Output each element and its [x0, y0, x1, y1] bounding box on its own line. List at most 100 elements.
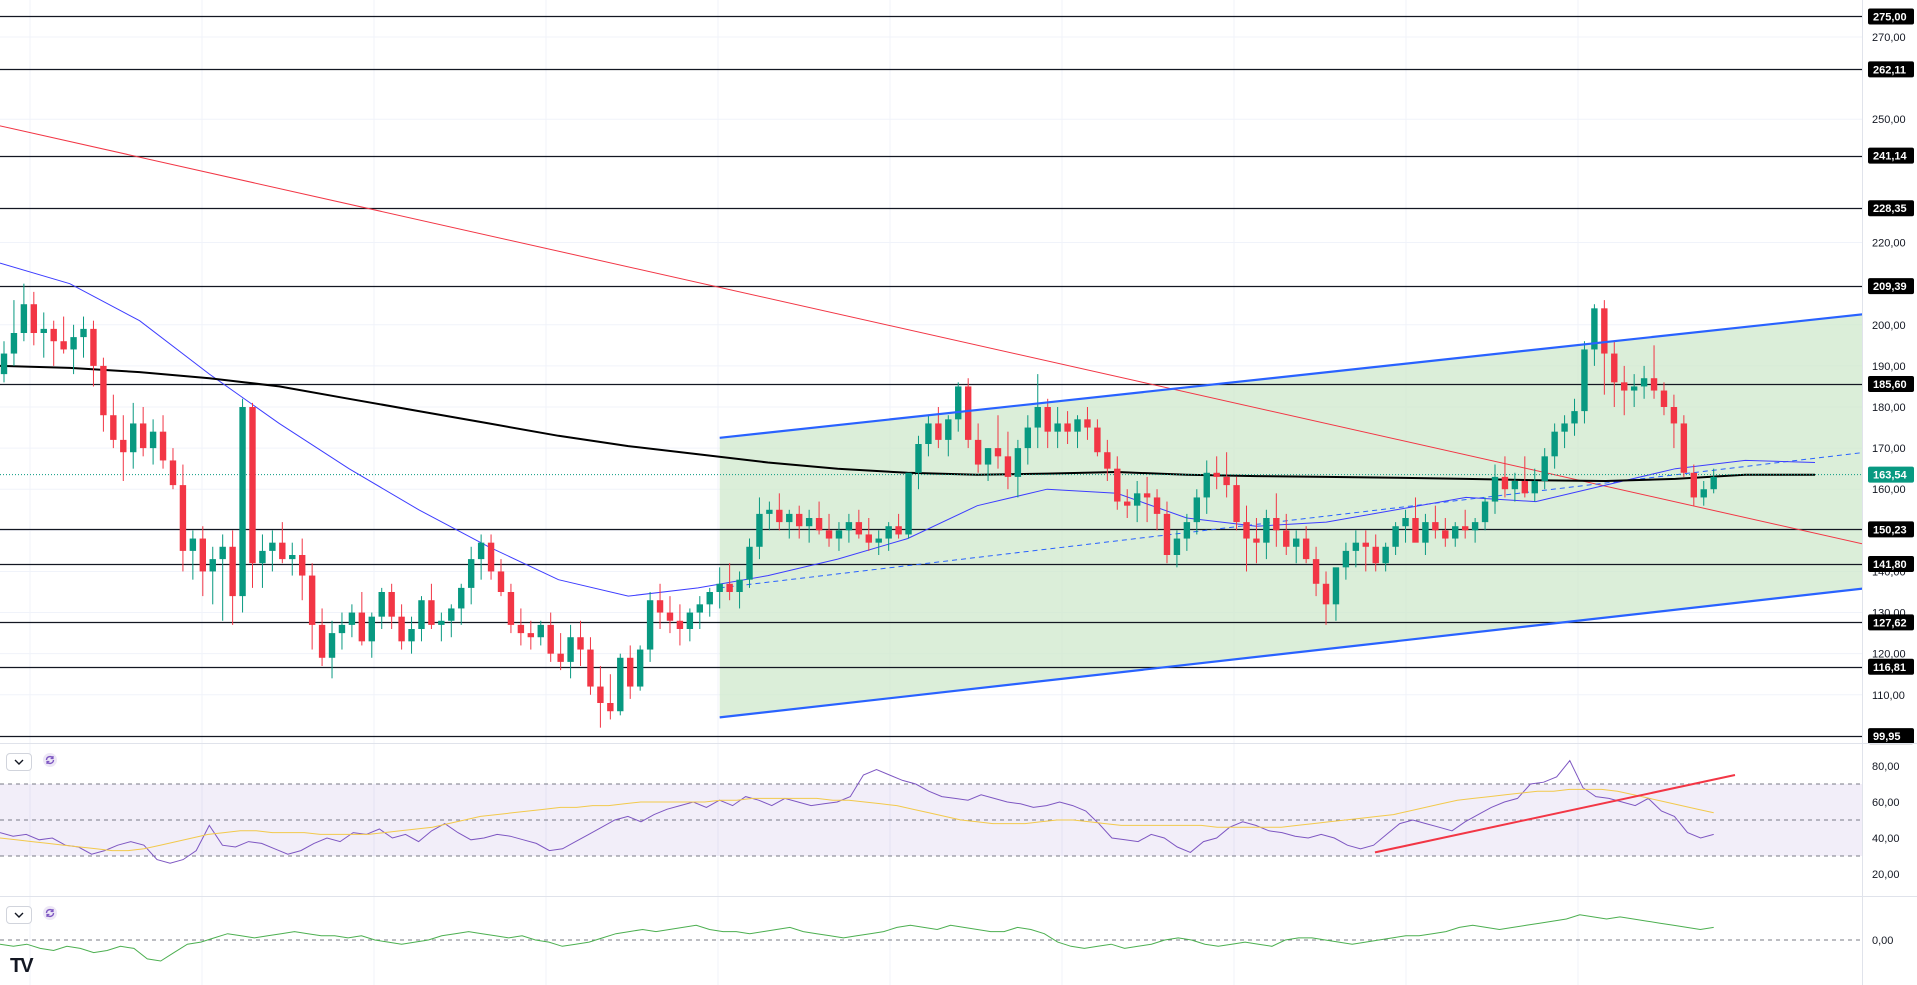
candle-down: [1432, 522, 1439, 531]
candle-up: [1581, 349, 1588, 412]
rsi-collapse-button[interactable]: [6, 753, 32, 771]
rsi-sync-button[interactable]: [41, 752, 59, 771]
level-tag: 116,81: [1868, 658, 1914, 675]
candle-down: [1004, 456, 1012, 477]
level-tag: 150,23: [1868, 521, 1914, 538]
tradingview-logo: TV: [10, 955, 34, 977]
chevron-down-icon: [14, 753, 24, 771]
candle-up: [70, 337, 77, 350]
level-tag-background: [1868, 8, 1914, 25]
candle-up: [259, 550, 266, 564]
candle-up: [955, 386, 962, 420]
current-price-tag-label: 163,54: [1873, 470, 1908, 482]
candle-down: [249, 407, 256, 564]
candle-down: [1461, 526, 1469, 531]
candle-down: [1273, 518, 1280, 531]
candle-down: [656, 600, 664, 613]
level-tag-background: [1868, 147, 1914, 164]
candle-down: [855, 522, 863, 535]
macd-sync-button[interactable]: [41, 905, 59, 926]
candle-down: [30, 304, 38, 333]
candles-group: [0, 283, 1717, 728]
price-tick-label: 200,00: [1872, 320, 1906, 332]
candle-down: [517, 624, 525, 634]
candle-down: [139, 423, 147, 449]
price-tick-label: 110,00: [1872, 690, 1905, 702]
candle-up: [845, 522, 853, 531]
level-tag-label: 262,11: [1873, 64, 1906, 76]
candle-up: [1481, 501, 1489, 523]
candle-up: [1074, 419, 1081, 432]
candle-down: [1501, 476, 1509, 490]
level-tag: 228,35: [1868, 200, 1914, 217]
candle-up: [1054, 423, 1061, 432]
candle-down: [428, 600, 435, 625]
level-tag-label: 99,95: [1873, 731, 1901, 743]
level-tag-background: [1868, 375, 1914, 392]
price-tick-label: 220,00: [1872, 238, 1906, 250]
candle-down: [507, 592, 515, 625]
price-tick-label: 270,00: [1872, 32, 1906, 44]
candle-up: [636, 649, 644, 687]
macd-collapse-button[interactable]: [6, 906, 32, 924]
level-tag: 185,60: [1868, 375, 1914, 392]
level-tag-label: 116,81: [1873, 662, 1906, 674]
rsi-line: [0, 759, 1714, 864]
candle-up: [1561, 423, 1568, 432]
candle-down: [1233, 485, 1240, 523]
candle-down: [796, 513, 803, 527]
level-tag-label: 185,60: [1873, 379, 1907, 391]
price-tick-label: 190,00: [1872, 361, 1906, 373]
candle-down: [597, 686, 604, 703]
candle-down: [1124, 501, 1131, 506]
candle-down: [1442, 530, 1449, 539]
candle-up: [686, 612, 694, 629]
level-tag-label: 141,80: [1873, 559, 1907, 571]
level-tag-label: 209,39: [1873, 281, 1907, 293]
candle-down: [974, 439, 982, 465]
candle-up: [20, 304, 28, 333]
candle-up: [348, 612, 356, 625]
candle-up: [885, 526, 892, 539]
candle-down: [1372, 546, 1379, 564]
candle-down: [279, 542, 286, 560]
candle-up: [289, 555, 296, 560]
candle-down: [1143, 493, 1151, 498]
candle-down: [666, 612, 674, 621]
candle-up: [368, 616, 375, 642]
candle-down: [895, 526, 902, 535]
candle-up: [1630, 386, 1638, 391]
candle-up: [1133, 493, 1141, 506]
candle-down: [1312, 559, 1320, 584]
candle-up: [984, 448, 992, 465]
level-tag: 141,80: [1868, 556, 1914, 573]
level-tag-background: [1868, 614, 1914, 631]
candle-up: [1293, 538, 1300, 547]
candle-up: [1422, 522, 1429, 543]
candle-up: [905, 472, 912, 535]
candle-up: [1541, 456, 1548, 481]
candle-down: [676, 620, 684, 629]
refresh-icon: [42, 905, 58, 926]
channel-upper-line: [719, 307, 1917, 439]
candle-up: [378, 592, 385, 617]
candle-up: [696, 604, 703, 613]
rsi-tick-label: 80,00: [1872, 761, 1900, 773]
candle-up: [418, 600, 425, 629]
candle-down: [776, 509, 783, 523]
candle-down: [60, 341, 67, 350]
candle-down: [557, 653, 564, 662]
candle-up: [925, 423, 932, 444]
candle-up: [1352, 542, 1360, 551]
candle-up: [0, 353, 8, 375]
level-tag: 209,39: [1868, 278, 1914, 295]
price-tick-label: 170,00: [1872, 443, 1906, 455]
candle-up: [646, 600, 654, 650]
level-tag-label: 228,35: [1873, 203, 1907, 215]
candle-down: [50, 328, 57, 342]
candle-down: [1104, 452, 1111, 469]
channel-fill: [719, 308, 1917, 718]
candle-up: [1203, 472, 1210, 498]
